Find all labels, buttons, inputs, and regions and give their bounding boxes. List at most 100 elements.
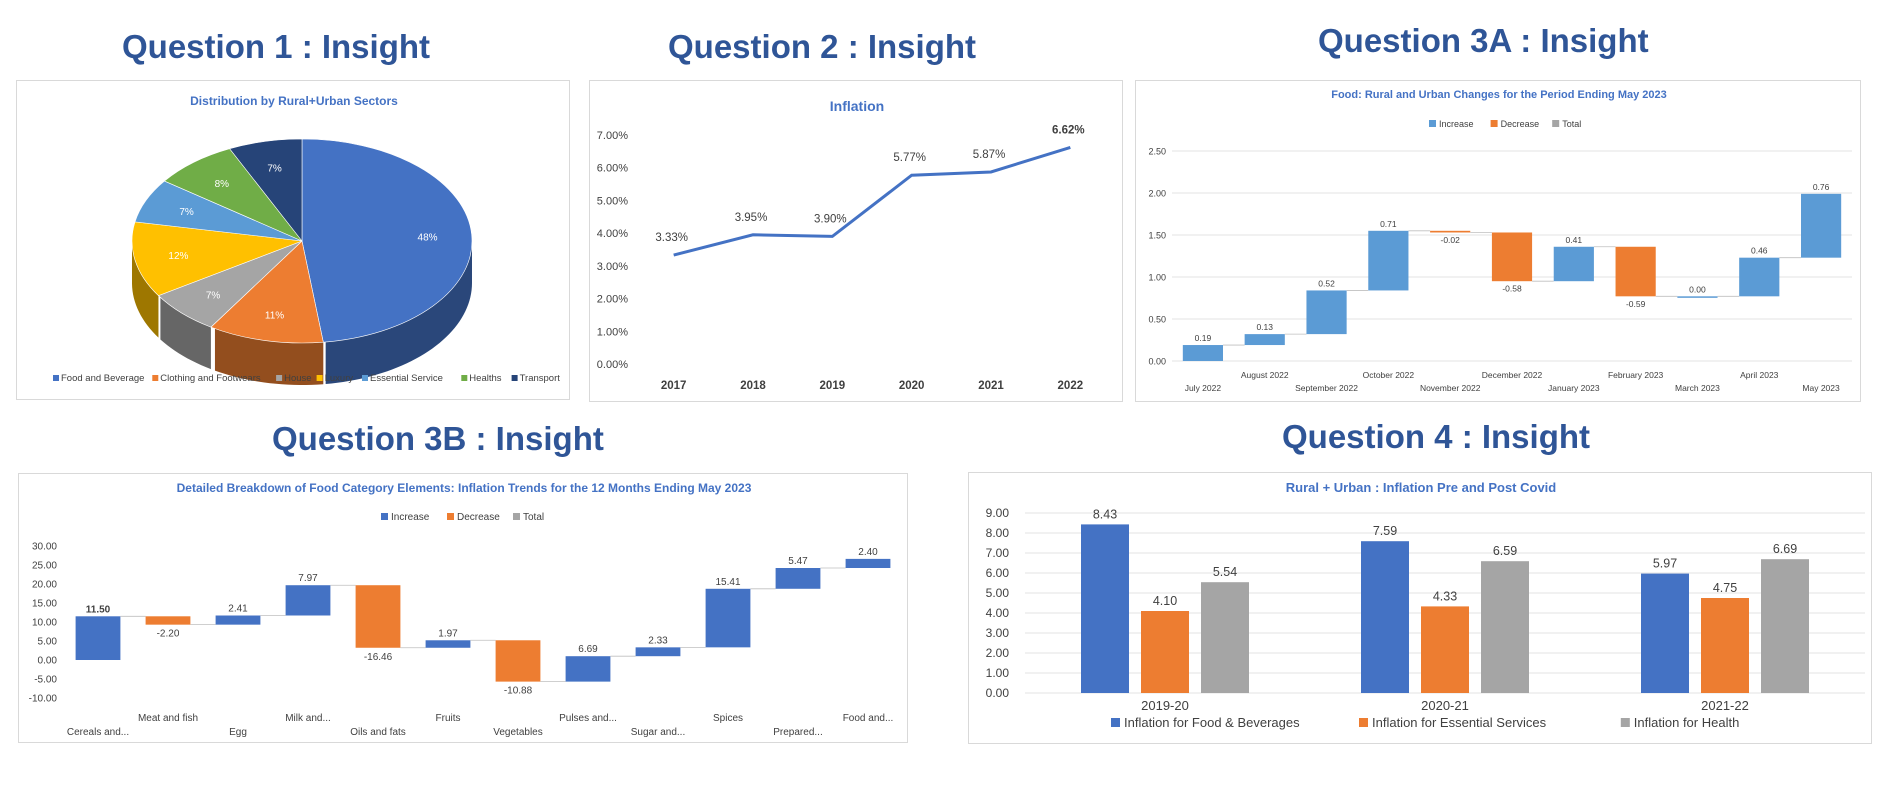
pie-legend-label: Essential Service bbox=[370, 373, 443, 384]
pie-legend-swatch bbox=[53, 375, 59, 381]
y-tick-label: 0.00 bbox=[986, 686, 1010, 700]
grouped-data-label: 4.10 bbox=[1153, 594, 1177, 608]
line-data-label: 3.95% bbox=[735, 212, 768, 224]
grouped-data-label: 7.59 bbox=[1373, 524, 1397, 538]
y-tick-label: 9.00 bbox=[986, 506, 1010, 520]
pie-legend-swatch bbox=[362, 375, 368, 381]
waterfall-data-label: 0.00 bbox=[1689, 284, 1706, 294]
pie-legend-label: Healths bbox=[469, 373, 501, 384]
y-tick-label: 4.00 bbox=[986, 606, 1010, 620]
food-category-waterfall-panel: Detailed Breakdown of Food Category Elem… bbox=[18, 473, 908, 743]
waterfall-data-label: -10.88 bbox=[504, 686, 533, 697]
x-category-label: Prepared... bbox=[773, 727, 822, 738]
grouped-bar bbox=[1201, 582, 1249, 693]
line-x-tick: 2019 bbox=[820, 380, 846, 392]
waterfall-data-label: 1.97 bbox=[438, 628, 458, 639]
line-data-label: 3.90% bbox=[814, 213, 847, 225]
pie-legend-label: Transport bbox=[520, 373, 561, 384]
legend-swatch bbox=[1111, 718, 1120, 727]
x-category-label: Meat and fish bbox=[138, 713, 198, 724]
y-tick-label: 1.00 bbox=[1148, 273, 1166, 283]
waterfall-bar bbox=[1306, 290, 1347, 335]
waterfall-bar bbox=[1739, 257, 1780, 297]
grouped-bar bbox=[1141, 611, 1189, 693]
grouped-data-label: 5.54 bbox=[1213, 565, 1237, 579]
food-waterfall-chart: Food: Rural and Urban Changes for the Pe… bbox=[1148, 89, 1852, 393]
pie-slice-food-and-beverage bbox=[301, 138, 473, 343]
waterfall-bar bbox=[215, 615, 261, 625]
legend-label: Inflation for Food & Beverages bbox=[1124, 715, 1300, 730]
pie-title: Distribution by Rural+Urban Sectors bbox=[190, 94, 398, 108]
legend-label: Inflation for Essential Services bbox=[1372, 715, 1547, 730]
x-category-label: May 2023 bbox=[1802, 383, 1840, 393]
food-waterfall-chart-panel: Food: Rural and Urban Changes for the Pe… bbox=[1135, 80, 1861, 402]
waterfall-bar bbox=[1491, 232, 1533, 282]
y-tick-label: 20.00 bbox=[32, 580, 57, 591]
x-category-label: Cereals and... bbox=[67, 727, 129, 738]
heading-q2: Question 2 : Insight bbox=[668, 28, 977, 65]
waterfall-bar bbox=[495, 640, 541, 682]
grouped-bar bbox=[1481, 561, 1529, 693]
x-category-label: October 2022 bbox=[1363, 370, 1415, 380]
waterfall-bar bbox=[845, 558, 891, 569]
waterfall-data-label: 0.13 bbox=[1256, 322, 1273, 332]
y-tick-label: 3.00 bbox=[986, 626, 1010, 640]
grouped-bar bbox=[1761, 559, 1809, 693]
x-category-label: September 2022 bbox=[1295, 383, 1358, 393]
x-category-label: 2021-22 bbox=[1701, 698, 1749, 713]
legend-swatch bbox=[513, 513, 520, 520]
line-data-label: 5.77% bbox=[893, 152, 926, 164]
y-tick-label: 6.00 bbox=[986, 566, 1010, 580]
waterfall-3a-title: Food: Rural and Urban Changes for the Pe… bbox=[1331, 89, 1667, 101]
pie-legend-swatch bbox=[461, 375, 468, 381]
inflation-line-chart-panel: Inflation 0.00% 1.00% 2.00% 3.00% 4.00% 5.00% 6… bbox=[589, 80, 1123, 402]
legend-swatch bbox=[447, 513, 454, 520]
food-category-waterfall-chart: Detailed Breakdown of Food Category Elem… bbox=[29, 481, 894, 738]
pie-value-label: 7% bbox=[179, 207, 194, 218]
grouped-bar bbox=[1081, 524, 1129, 693]
waterfall-bar bbox=[285, 585, 331, 616]
y-tick-label: 2.00 bbox=[986, 646, 1010, 660]
pie-side-food-and-beverage bbox=[325, 241, 472, 385]
pie-side-clothing-and-footwears bbox=[214, 328, 324, 385]
waterfall-bar bbox=[1801, 193, 1842, 258]
inflation-line-chart: Inflation 0.00% 1.00% 2.00% 3.00% 4.00% 5.00% 6… bbox=[597, 98, 1085, 392]
x-category-label: 2019-20 bbox=[1141, 698, 1189, 713]
line-x-tick: 2022 bbox=[1058, 380, 1084, 392]
x-category-label: August 2022 bbox=[1241, 370, 1289, 380]
y-tick-label: 10.00 bbox=[32, 618, 57, 629]
covid-grouped-bar-chart: Rural + Urban : Inflation Pre and Post C… bbox=[986, 480, 1865, 730]
x-category-label: Fruits bbox=[436, 713, 461, 724]
heading-q1: Question 1 : Insight bbox=[122, 28, 431, 65]
waterfall-bar bbox=[1182, 345, 1223, 361]
grouped-data-label: 8.43 bbox=[1093, 507, 1117, 521]
grouped-title: Rural + Urban : Inflation Pre and Post C… bbox=[1286, 480, 1557, 495]
line-series-inflation bbox=[673, 145, 1071, 257]
waterfall-bar bbox=[1244, 334, 1285, 346]
legend-swatch bbox=[1490, 120, 1498, 127]
line-y-tick: 3.00% bbox=[597, 261, 628, 273]
waterfall-bar bbox=[145, 616, 191, 625]
waterfall-bar bbox=[635, 647, 681, 657]
line-y-tick: 2.00% bbox=[597, 294, 628, 306]
x-category-label: Oils and fats bbox=[350, 727, 406, 738]
grouped-bar bbox=[1701, 598, 1749, 693]
waterfall-bar bbox=[1615, 246, 1656, 297]
legend-swatch bbox=[1359, 718, 1368, 727]
heading-q4: Question 4 : Insight bbox=[1282, 418, 1591, 455]
pie-value-label: 12% bbox=[168, 251, 188, 262]
pie-slice-transport bbox=[229, 138, 303, 242]
x-category-label: July 2022 bbox=[1185, 383, 1222, 393]
y-tick-label: 5.00 bbox=[38, 637, 58, 648]
x-category-label: March 2023 bbox=[1675, 383, 1720, 393]
waterfall-data-label: 0.71 bbox=[1380, 219, 1397, 229]
pie-legend-swatch bbox=[316, 375, 323, 381]
grouped-data-label: 4.33 bbox=[1433, 589, 1457, 603]
line-y-tick: 7.00% bbox=[597, 130, 628, 142]
waterfall-data-label: 0.41 bbox=[1566, 235, 1583, 245]
pie-chart: Distribution by Rural+Urban Sectors 48% 11… bbox=[53, 94, 561, 385]
line-data-label: 5.87% bbox=[973, 149, 1006, 161]
pie-value-label: 11% bbox=[265, 311, 284, 322]
y-tick-label: 2.00 bbox=[1148, 189, 1166, 199]
grouped-data-label: 5.97 bbox=[1653, 557, 1677, 571]
